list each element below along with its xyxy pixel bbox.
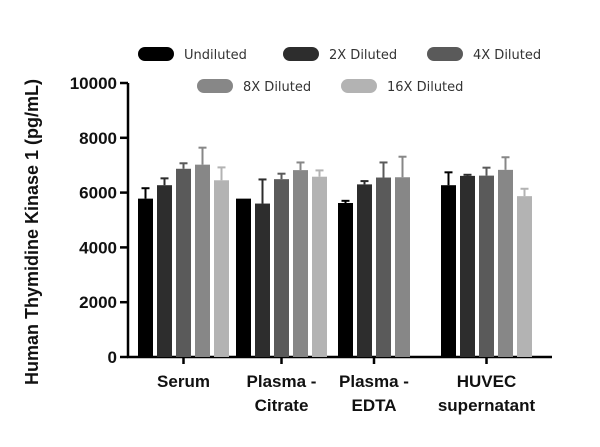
- bar-group: [236, 161, 327, 357]
- legend-label: 2X Diluted: [329, 48, 397, 63]
- x-category-label-line: Serum: [157, 372, 210, 391]
- x-category-label-line: Plasma -: [247, 372, 317, 391]
- bar: [376, 177, 391, 357]
- legend-label: Undiluted: [184, 48, 247, 63]
- bar-group: [441, 156, 532, 357]
- legend-label: 16X Diluted: [387, 80, 463, 95]
- bar: [293, 170, 308, 357]
- bar: [195, 164, 210, 357]
- x-category-label-line: supernatant: [438, 396, 536, 415]
- y-tick-label: 2000: [79, 293, 117, 312]
- y-tick-label: 8000: [79, 129, 117, 148]
- y-tick-label: 6000: [79, 184, 117, 203]
- bar: [157, 185, 172, 357]
- legend-swatch: [197, 79, 233, 93]
- bar: [214, 180, 229, 357]
- bar: [357, 184, 372, 357]
- bar: [138, 198, 153, 357]
- legend-swatch: [283, 47, 319, 61]
- legend-item: Undiluted: [138, 47, 247, 63]
- bar: [236, 198, 251, 357]
- x-category-label-line: Plasma -: [339, 372, 409, 391]
- legend-swatch: [427, 47, 463, 61]
- x-axis: Serum Plasma - Citrate Plasma - EDTA HUVEC sup…: [127, 355, 552, 415]
- legend-swatch: [138, 47, 174, 61]
- bar: [338, 203, 353, 357]
- bar: [517, 196, 532, 357]
- bar: [312, 176, 327, 357]
- bar: [176, 168, 191, 357]
- bar: [395, 177, 410, 357]
- bar-group: [338, 155, 410, 357]
- bar: [479, 175, 494, 357]
- y-tick-label: 4000: [79, 238, 117, 257]
- x-category-label-line: Citrate: [255, 396, 309, 415]
- y-axis: 0 2000 4000 6000 8000 10000: [70, 74, 130, 367]
- legend-label: 8X Diluted: [243, 80, 311, 95]
- legend-item: 2X Diluted: [283, 47, 397, 63]
- x-category-label: HUVEC supernatant: [438, 372, 536, 415]
- bar: [460, 175, 475, 357]
- legend-item: 8X Diluted: [197, 79, 311, 95]
- y-tick-label: 0: [108, 348, 117, 367]
- x-category-label: Plasma - Citrate: [247, 372, 317, 415]
- x-category-label: Serum: [157, 372, 210, 391]
- legend-item: 16X Diluted: [341, 79, 463, 95]
- legend: Undiluted 2X Diluted 4X Diluted 8X Diluted 1…: [138, 47, 541, 95]
- y-axis-title: Human Thymidine Kinase 1 (pg/mL): [22, 79, 42, 385]
- bar: [498, 169, 513, 357]
- x-category-label-line: EDTA: [351, 396, 396, 415]
- legend-label: 4X Diluted: [473, 48, 541, 63]
- bars: [138, 146, 532, 357]
- x-category-label-line: HUVEC: [457, 372, 517, 391]
- bar-group: [138, 146, 229, 357]
- x-category-label: Plasma - EDTA: [339, 372, 409, 415]
- bar: [255, 203, 270, 357]
- bar: [441, 185, 456, 357]
- legend-swatch: [341, 79, 377, 93]
- y-tick-label: 10000: [70, 74, 117, 93]
- legend-item: 4X Diluted: [427, 47, 541, 63]
- bar: [274, 179, 289, 357]
